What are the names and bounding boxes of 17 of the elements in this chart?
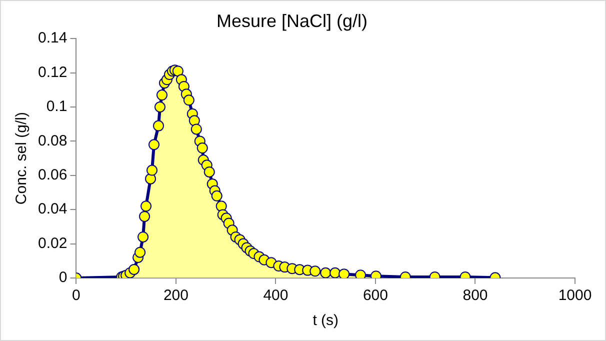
y-tick-label: 0 — [58, 269, 68, 286]
y-tick-label: 0.14 — [38, 30, 68, 47]
y-tick-label: 0.1 — [46, 98, 68, 116]
y-tick-label: 0.06 — [38, 166, 68, 184]
y-tick-label: 0.02 — [38, 234, 68, 252]
x-axis-title: t (s) — [312, 312, 339, 330]
chart-title: Mesure [NaCl] (g/l) — [216, 10, 368, 31]
x-tick-label: 200 — [163, 287, 188, 304]
y-tick-label: 0.04 — [38, 200, 68, 218]
x-tick-label: 0 — [72, 287, 80, 304]
y-tick-label: 0.12 — [38, 64, 68, 81]
x-tick-label: 400 — [263, 287, 288, 304]
x-tick-label: 1000 — [558, 287, 592, 304]
x-tick-label: 600 — [362, 287, 388, 304]
y-tick-label: 0.08 — [38, 132, 68, 150]
x-tick-label: 800 — [462, 287, 488, 304]
y-axis-title: Conc. sel (g/l) — [13, 112, 30, 205]
